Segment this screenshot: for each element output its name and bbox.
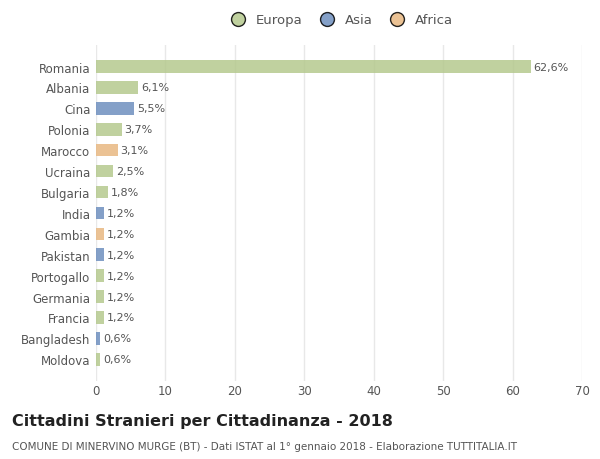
Text: 0,6%: 0,6% <box>103 354 131 364</box>
Text: 1,2%: 1,2% <box>107 271 136 281</box>
Text: 1,2%: 1,2% <box>107 313 136 323</box>
Text: 1,2%: 1,2% <box>107 230 136 239</box>
Text: COMUNE DI MINERVINO MURGE (BT) - Dati ISTAT al 1° gennaio 2018 - Elaborazione TU: COMUNE DI MINERVINO MURGE (BT) - Dati IS… <box>12 441 517 451</box>
Bar <box>96 312 104 324</box>
Bar <box>96 291 104 303</box>
Text: 6,1%: 6,1% <box>141 83 169 93</box>
Text: 2,5%: 2,5% <box>116 167 145 177</box>
Bar <box>96 145 118 157</box>
Text: 0,6%: 0,6% <box>103 334 131 344</box>
Bar <box>96 103 134 115</box>
Text: 3,7%: 3,7% <box>124 125 153 135</box>
Text: 62,6%: 62,6% <box>533 62 569 73</box>
Text: 3,1%: 3,1% <box>120 146 148 156</box>
Bar <box>96 186 109 199</box>
Bar <box>96 124 122 136</box>
Text: Cittadini Stranieri per Cittadinanza - 2018: Cittadini Stranieri per Cittadinanza - 2… <box>12 413 393 428</box>
Text: 1,8%: 1,8% <box>111 188 140 197</box>
Bar <box>96 332 100 345</box>
Bar <box>96 82 139 95</box>
Bar <box>96 165 113 178</box>
Bar <box>96 61 530 73</box>
Text: 1,2%: 1,2% <box>107 292 136 302</box>
Legend: Europa, Asia, Africa: Europa, Asia, Africa <box>219 9 459 33</box>
Bar <box>96 353 100 366</box>
Text: 1,2%: 1,2% <box>107 208 136 218</box>
Bar <box>96 270 104 282</box>
Bar <box>96 207 104 220</box>
Text: 1,2%: 1,2% <box>107 250 136 260</box>
Text: 5,5%: 5,5% <box>137 104 165 114</box>
Bar <box>96 249 104 262</box>
Bar <box>96 228 104 241</box>
